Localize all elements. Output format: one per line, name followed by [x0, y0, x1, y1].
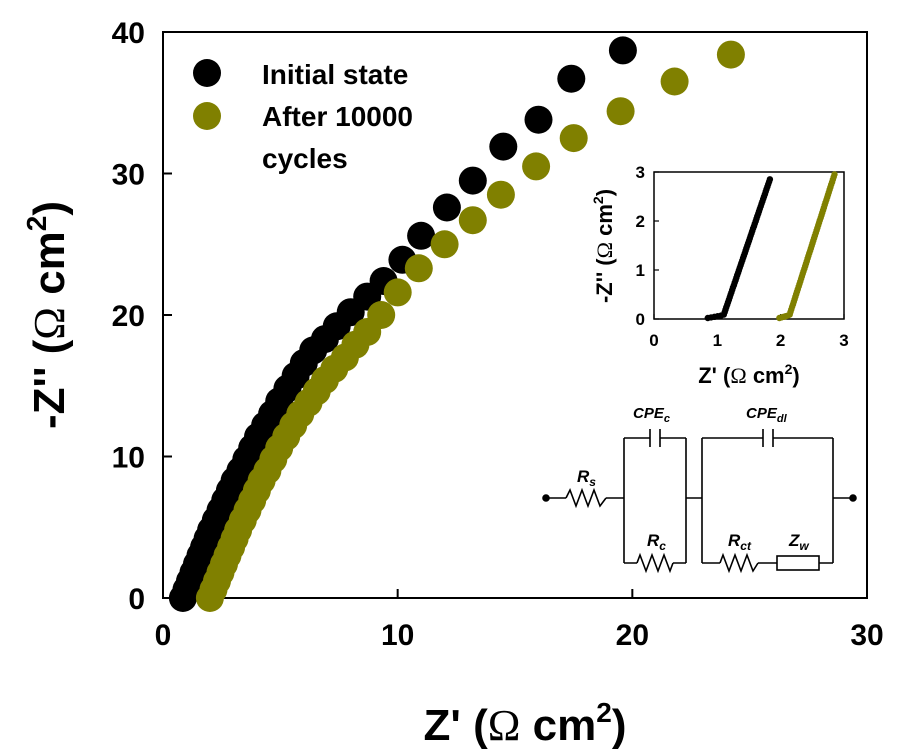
data-point: [459, 167, 487, 195]
x-axis-label-suffix: ): [612, 701, 627, 750]
y-axis-label-unit: cm: [25, 231, 74, 307]
legend-label-after-line1: After 10000: [262, 101, 413, 132]
label-rc: Rc: [647, 531, 666, 553]
y-tick-label: 0: [128, 583, 145, 616]
x-axis-label-unit: cm: [520, 701, 596, 750]
x-tick-label: 0: [155, 619, 172, 652]
legend-label-after-line2: cycles: [262, 143, 348, 174]
y-tick-label: 10: [112, 442, 145, 475]
y-axis-label-sup: 2: [21, 216, 52, 232]
x-tick-label: 30: [850, 619, 883, 652]
x-axis-label-prefix: Z' (: [424, 701, 489, 750]
inset-x-tick-label: 0: [649, 331, 658, 350]
data-point: [717, 41, 745, 69]
label-zw: Zw: [788, 531, 809, 553]
legend-label-initial: Initial state: [262, 59, 408, 90]
inset-y-tick-label: 3: [636, 163, 645, 182]
data-point: [487, 181, 515, 209]
inset-y-label-prefix: -Z'' (: [592, 258, 617, 303]
legend: Initial state After 10000 cycles: [193, 59, 421, 174]
data-point: [661, 68, 689, 96]
data-point: [384, 278, 412, 306]
resistor-rs: [566, 490, 606, 506]
inset-x-tick-label: 2: [776, 331, 785, 350]
capacitor-cpe-dl: [763, 429, 773, 447]
x-tick-label: 20: [616, 619, 649, 652]
resistor-rc: [637, 555, 673, 571]
data-point: [431, 230, 459, 258]
inset-y-label-sup: 2: [590, 196, 606, 204]
data-point: [433, 194, 461, 222]
y-tick-label: 30: [112, 159, 145, 192]
x-axis-label: Z' (Ω cm2): [424, 697, 627, 750]
inset-y-label-unit: cm: [592, 204, 617, 242]
data-point: [367, 301, 395, 329]
circuit-labels: Rs CPEc Rc CPEdl Rct Zw: [577, 405, 809, 553]
inset-y-label-suffix: ): [592, 189, 617, 196]
y-axis-label-symbol: Ω: [25, 307, 74, 340]
label-rs: Rs: [577, 467, 596, 489]
series-layer: [169, 36, 745, 612]
circuit-block2-rails: [702, 438, 853, 563]
equivalent-circuit: [543, 429, 856, 571]
y-axis-label-prefix: -Z'' (: [25, 339, 74, 429]
inset-x-axis-label: Z' (Ω cm2): [698, 361, 800, 388]
warburg-element-zw: [777, 556, 819, 570]
inset-data-point: [767, 176, 773, 182]
y-axis-label-suffix: ): [25, 201, 74, 216]
resistor-rct: [720, 555, 758, 571]
inset-x-label-suffix: ): [792, 363, 799, 388]
data-point: [459, 206, 487, 234]
inset-y-axis-label: -Z'' (Ω cm2): [590, 189, 617, 303]
label-cpe-dl: CPEdl: [746, 405, 788, 425]
inset-y-tick-label: 0: [636, 310, 645, 329]
data-point: [525, 106, 553, 134]
inset-x-label-sup: 2: [785, 361, 793, 377]
inset-x-label-symbol: Ω: [730, 363, 746, 388]
x-tick-label: 10: [381, 619, 414, 652]
data-point: [560, 124, 588, 152]
inset-y-label-symbol: Ω: [592, 242, 617, 258]
data-point: [607, 97, 635, 125]
inset-x-label-prefix: Z' (: [698, 363, 731, 388]
capacitor-cpe-c: [650, 429, 660, 447]
y-tick-label: 40: [112, 17, 145, 50]
inset-x-tick-label: 1: [713, 331, 722, 350]
x-axis-label-sup: 2: [596, 697, 612, 728]
data-point: [405, 254, 433, 282]
data-point: [557, 65, 585, 93]
inset-y-tick-label: 2: [636, 212, 645, 231]
legend-label-after: After 10000 cycles: [262, 101, 421, 174]
label-rct: Rct: [728, 531, 752, 553]
inset-y-tick-label: 1: [636, 261, 645, 280]
y-tick-label: 20: [112, 300, 145, 333]
inset-x-label-unit: cm: [747, 363, 785, 388]
inset-x-tick-label: 3: [839, 331, 848, 350]
legend-marker-after: [193, 102, 221, 130]
data-point: [522, 152, 550, 180]
label-cpe-c: CPEc: [633, 405, 670, 425]
legend-marker-initial: [193, 59, 221, 87]
x-axis-label-symbol: Ω: [488, 701, 521, 750]
data-point: [609, 36, 637, 64]
y-axis-label: -Z'' (Ω cm2): [21, 201, 74, 429]
inset-data-point: [831, 171, 837, 177]
data-point: [489, 133, 517, 161]
